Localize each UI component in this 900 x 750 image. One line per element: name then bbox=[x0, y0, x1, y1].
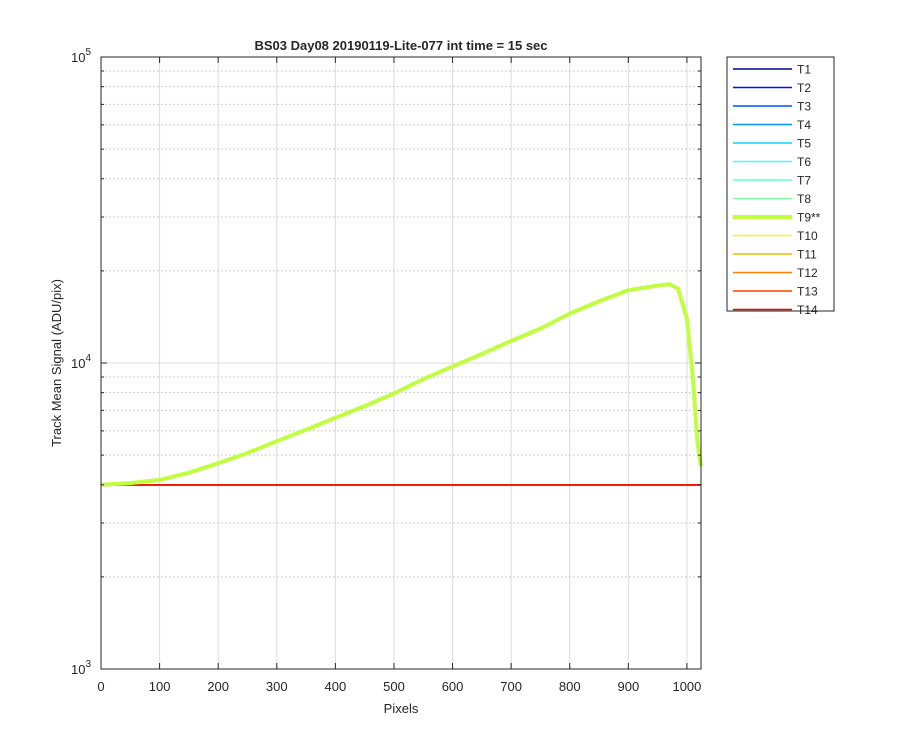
legend: T1 T2 T3 T4 T5 T6 T7 T8 T9** T10 T11 T12 T13 T14 bbox=[726, 56, 835, 317]
legend-label: T4 bbox=[797, 118, 811, 132]
legend-label: T8 bbox=[797, 192, 811, 206]
x-tick-label: 400 bbox=[325, 679, 347, 694]
chart-title: BS03 Day08 20190119-Lite-077 int time = … bbox=[254, 38, 547, 53]
x-tick-label: 0 bbox=[97, 679, 104, 694]
x-tick-label: 800 bbox=[559, 679, 581, 694]
y-axis-label: Track Mean Signal (ADU/pix) bbox=[49, 279, 64, 447]
x-tick-label: 700 bbox=[500, 679, 522, 694]
grid bbox=[100, 56, 701, 670]
x-tick-label: 100 bbox=[149, 679, 171, 694]
legend-label: T10 bbox=[797, 229, 818, 243]
x-tick-labels: 0 100 200 300 400 500 600 700 800 900 1000 bbox=[97, 679, 701, 694]
y-tick-labels: 103 104 105 bbox=[71, 47, 91, 677]
legend-label: T3 bbox=[797, 100, 811, 114]
y-tick-label: 103 bbox=[71, 659, 91, 677]
legend-label: T5 bbox=[797, 137, 811, 151]
ticks bbox=[100, 56, 701, 670]
y-tick-label: 105 bbox=[71, 47, 91, 65]
x-tick-label: 600 bbox=[442, 679, 464, 694]
x-tick-label: 200 bbox=[207, 679, 229, 694]
series-line-t9 bbox=[100, 282, 703, 487]
legend-label: T6 bbox=[797, 155, 811, 169]
legend-label: T11 bbox=[797, 248, 817, 262]
legend-label: T9** bbox=[797, 211, 821, 225]
legend-label: T2 bbox=[797, 81, 811, 95]
x-tick-label: 300 bbox=[266, 679, 288, 694]
series-lines bbox=[100, 282, 703, 487]
legend-label: T7 bbox=[797, 174, 811, 188]
legend-label: T12 bbox=[797, 266, 818, 280]
legend-box bbox=[726, 56, 835, 312]
legend-label: T14 bbox=[797, 303, 818, 317]
x-axis-label: Pixels bbox=[384, 701, 419, 716]
x-tick-label: 900 bbox=[617, 679, 639, 694]
x-tick-label: 500 bbox=[383, 679, 405, 694]
y-tick-label: 104 bbox=[71, 353, 91, 371]
legend-label: T13 bbox=[797, 285, 818, 299]
legend-label: T1 bbox=[797, 63, 811, 77]
x-tick-label: 1000 bbox=[672, 679, 701, 694]
